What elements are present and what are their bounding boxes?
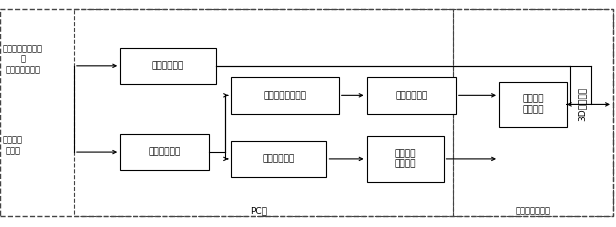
Bar xyxy=(499,82,567,127)
Bar xyxy=(231,77,339,114)
Text: 左右视图立体片源
或
双光路相机输入: 左右视图立体片源 或 双光路相机输入 xyxy=(3,44,43,74)
Text: 疲劳状态
信息叠加: 疲劳状态 信息叠加 xyxy=(394,149,416,169)
Bar xyxy=(453,9,613,216)
Text: 立体图像显示: 立体图像显示 xyxy=(152,61,184,70)
Bar xyxy=(367,77,456,114)
Text: 人眼图像分析: 人眼图像分析 xyxy=(148,148,181,157)
Bar xyxy=(367,136,444,182)
Text: 3D视频输出: 3D视频输出 xyxy=(578,87,586,121)
Text: PC端: PC端 xyxy=(250,207,267,216)
Bar xyxy=(120,48,216,84)
Bar xyxy=(120,134,209,170)
Bar xyxy=(231,141,326,177)
Text: 狭缝光栅显示器: 狭缝光栅显示器 xyxy=(516,207,550,216)
Text: 人眼空间位置反馈: 人眼空间位置反馈 xyxy=(264,91,306,100)
Text: 人眼视区调整: 人眼视区调整 xyxy=(395,91,428,100)
Bar xyxy=(74,9,453,216)
Text: 人眼疲劳检测: 人眼疲劳检测 xyxy=(262,154,295,163)
Text: 左右视图
显示调整: 左右视图 显示调整 xyxy=(522,95,543,114)
Text: 红外双目
摄像机: 红外双目 摄像机 xyxy=(3,136,23,155)
